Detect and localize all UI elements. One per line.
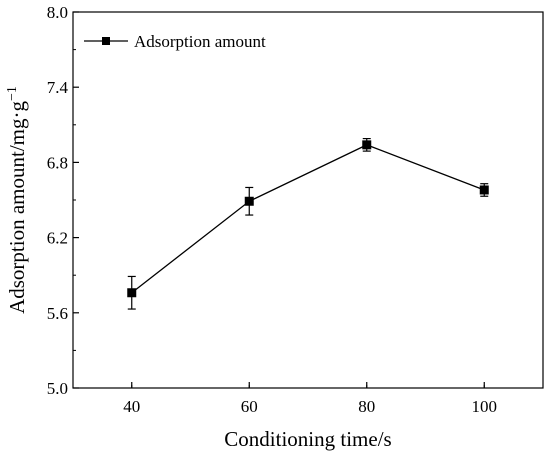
data-point [244,196,254,206]
legend: Adsorption amount [84,32,266,51]
x-tick-label: 100 [472,397,498,416]
y-tick-label: 7.4 [47,78,69,97]
data-point [479,185,489,195]
x-axis-title: Conditioning time/s [224,427,391,451]
series-line [131,144,485,294]
y-tick-label: 5.6 [47,304,68,323]
series-layer [127,137,489,310]
x-tick-label: 40 [123,397,140,416]
x-tick-label: 60 [241,397,258,416]
y-axis: 5.0 5.6 6.2 6.8 7.4 8.0 [47,3,79,398]
y-tick-label: 5.0 [47,379,68,398]
y-tick-label: 6.2 [47,229,68,248]
legend-label: Adsorption amount [134,32,266,51]
x-tick-label: 80 [358,397,375,416]
x-axis: 40 60 80 100 [123,382,497,416]
data-point [362,140,372,150]
plot-frame [72,11,544,389]
y-tick-label: 8.0 [47,3,68,22]
legend-marker [102,37,110,45]
y-axis-title-superscript: −1 [5,86,20,101]
data-point [127,288,137,298]
y-axis-title-main: Adsorption amount/mg·g [5,101,29,314]
y-axis-title: Adsorption amount/mg·g−1 [5,86,29,314]
y-tick-label: 6.8 [47,153,68,172]
